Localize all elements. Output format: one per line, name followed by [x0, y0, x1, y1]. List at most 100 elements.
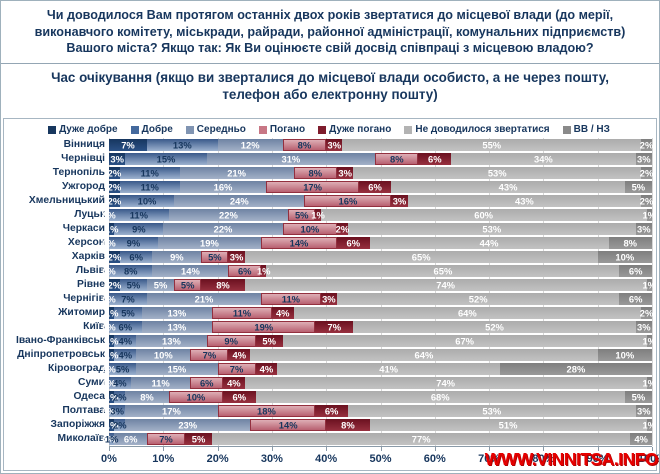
bar-segment: 9% — [152, 251, 202, 263]
segment-value: 1% — [104, 335, 119, 347]
segment-value: 1% — [642, 419, 657, 431]
bar-segment: 6% — [337, 237, 370, 249]
segment-value: 1% — [642, 279, 657, 291]
segment-value: 7% — [159, 433, 173, 445]
segment-value: 68% — [430, 391, 450, 403]
bar-segment: 6% — [190, 377, 224, 389]
axis-tick-label: 60% — [423, 453, 446, 465]
segment-value: 4% — [259, 363, 274, 375]
city-label: Черкаси — [62, 223, 105, 234]
segment-value: 7% — [202, 349, 217, 361]
chart-legend: Дуже добре Добре Середньо Погано Дуже погано… — [5, 121, 653, 138]
segment-value: 7% — [121, 293, 135, 305]
segment-value: 41% — [379, 363, 398, 375]
segment-value: 2% — [107, 167, 122, 179]
bar-segment: 13% — [141, 307, 213, 319]
segment-value: 5% — [115, 363, 130, 375]
bar-row: Тернопіль 2% 11% 21% 8% 3% 53% 2% — [5, 166, 653, 180]
legend-swatch — [318, 125, 327, 134]
axis-tick-label: 0% — [101, 453, 117, 465]
segment-value: 64% — [414, 349, 434, 361]
bar-segment: 10% — [136, 349, 191, 361]
segment-value: 2% — [107, 195, 122, 207]
segment-value: 3% — [637, 405, 651, 417]
gridline — [380, 138, 382, 446]
bar-row: Вінниця 7% 13% 12% 8% 3% 55% 2% — [5, 138, 653, 152]
bar-track: 0% 4% 11% 6% 4% 74% 1% — [102, 377, 656, 389]
bar-row: Луцьк 0% 11% 22% 5% 1% 60% 1% — [5, 208, 656, 222]
bar-segment: 11% — [261, 293, 321, 305]
segment-value: 3% — [637, 153, 651, 165]
city-label: Суми — [78, 377, 105, 388]
bar-segment: 4% — [271, 307, 294, 319]
bar-segment: 16% — [179, 181, 267, 193]
bar-segment: 6% — [119, 251, 153, 263]
city-label: Ужгород — [62, 181, 105, 192]
bar-segment: 4% — [255, 363, 278, 375]
segment-value: 8% — [140, 391, 154, 403]
legend-swatch — [258, 125, 267, 134]
segment-value: 1% — [642, 209, 657, 221]
axis-tick — [109, 447, 110, 451]
bar-segment: 10% — [597, 349, 652, 361]
segment-value: 0% — [102, 363, 116, 375]
bar-segment: 6% — [619, 265, 652, 277]
bar-track: 1% 4% 13% 9% 5% 67% 1% — [105, 335, 656, 347]
segment-value: 52% — [468, 293, 488, 305]
bar-track: 0% 7% 21% 11% 3% 52% 6% — [102, 293, 652, 305]
bar-segment: 8% — [326, 419, 370, 431]
bar-track: 0% 8% 14% 6% 1% 65% 6% — [102, 265, 652, 277]
segment-value: 2% — [107, 279, 122, 291]
segment-value: 2% — [107, 181, 122, 193]
legend-item-2: Середньо — [185, 124, 246, 135]
segment-value: 60% — [474, 209, 494, 221]
bar-segment: 3% — [326, 139, 343, 151]
segment-value: 77% — [411, 433, 431, 445]
segment-value: 3% — [229, 251, 244, 263]
segment-value: 0% — [102, 321, 116, 333]
segment-value: 2% — [639, 307, 654, 319]
bar-segment: 8% — [608, 237, 652, 249]
segment-value: 19% — [254, 321, 274, 333]
segment-value: 1% — [642, 377, 657, 389]
bar-segment: 1% — [105, 433, 118, 445]
bar-segment: 1% — [642, 377, 656, 389]
segment-value: 14% — [289, 237, 309, 249]
segment-value: 1% — [311, 209, 325, 221]
bar-track: 7% 13% 12% 8% 3% 55% 2% — [109, 139, 653, 151]
bar-segment: 23% — [125, 419, 251, 431]
segment-value: 6% — [199, 377, 214, 389]
bar-segment: 17% — [266, 181, 359, 193]
axis-tick-label: 80% — [532, 453, 555, 465]
gridline — [489, 138, 491, 446]
segment-value: 1% — [104, 307, 119, 319]
bar-track: 0% 3% 17% 18% 6% 53% 3% — [102, 405, 652, 417]
bar-segment: 34% — [451, 153, 636, 165]
bar-segment: 18% — [217, 405, 316, 417]
segment-value: 15% — [156, 153, 176, 165]
bar-segment: 3% — [635, 405, 652, 417]
bar-track: 1% 9% 22% 10% 2% 53% 3% — [105, 223, 652, 235]
segment-value: 3% — [637, 321, 651, 333]
bar-segment: 8% — [293, 167, 338, 179]
bar-segment: 8% — [109, 265, 153, 277]
bar-track: 0% 11% 22% 5% 1% 60% 1% — [102, 209, 656, 221]
bar-segment: 43% — [407, 195, 642, 207]
segment-value: 43% — [514, 195, 534, 207]
title-divider — [1, 62, 659, 64]
segment-value: 3% — [392, 195, 407, 207]
bar-segment: 19% — [157, 237, 262, 249]
segment-value: 10% — [153, 349, 173, 361]
bar-track: 1% 2% 23% 14% 8% 51% 1% — [105, 419, 656, 431]
bar-segment: 6% — [619, 293, 652, 305]
segment-value: 17% — [303, 181, 322, 193]
city-label: Хмельницький — [28, 195, 105, 206]
watermark: WWW.VINNITSA.INFO — [484, 449, 659, 469]
bar-segment: 2% — [107, 167, 122, 179]
bar-segment: 8% — [282, 139, 327, 151]
bar-segment: 52% — [337, 293, 620, 305]
segment-value: 21% — [194, 293, 214, 305]
segment-value: 74% — [436, 377, 456, 389]
bar-segment: 8% — [125, 391, 169, 403]
